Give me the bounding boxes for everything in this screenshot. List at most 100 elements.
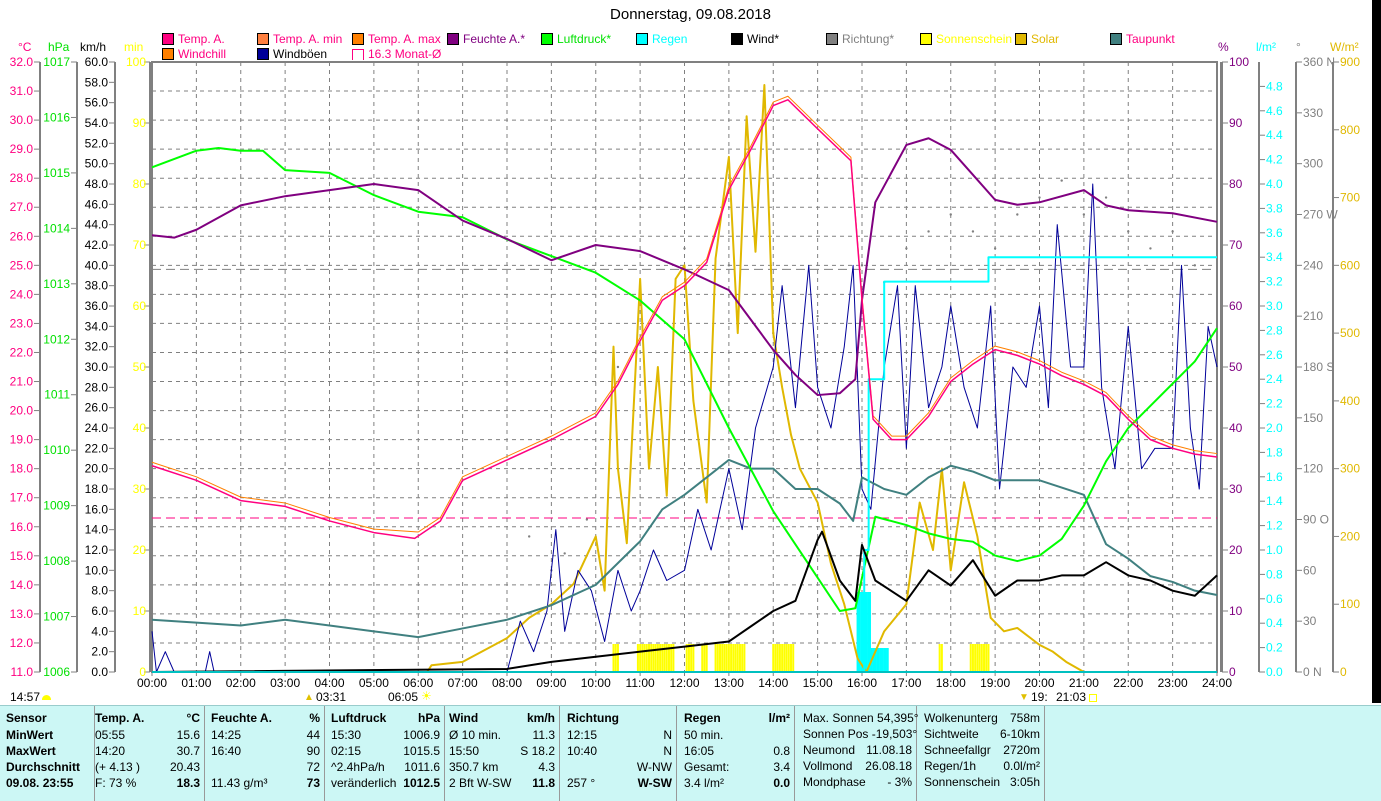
legend-label: Windchill (178, 47, 227, 61)
x-tick-label: 19:00 (980, 676, 1010, 690)
legend-swatch (541, 33, 553, 45)
axis-tick-label: 240 (1303, 258, 1323, 272)
cell-value: 3.4 (773, 760, 790, 774)
sunset-arrow-icon: ▼ (1019, 692, 1029, 703)
direction-point (993, 247, 997, 250)
legend-item: Temp. A. min (257, 32, 342, 46)
cell-value: 4.3 (538, 760, 555, 774)
direction-point (1038, 196, 1041, 199)
axis-tick-label: 100 (1229, 55, 1249, 69)
summary-column: Max. Sonnen 54,395° Sonnen Pos -19,503° Ne… (799, 706, 919, 801)
x-tick-label: 07:00 (448, 676, 478, 690)
cell-value: N (663, 728, 672, 742)
axis-tick-label: 30 (1303, 614, 1317, 628)
x-tick-label: 12:00 (669, 676, 699, 690)
cell-value: 72 (306, 760, 320, 774)
column-unit: % (309, 711, 320, 725)
chart-title: Donnerstag, 09.08.2018 (610, 6, 771, 23)
cell-label: 15:30 (331, 728, 362, 742)
axis-tick-label: 300 (1340, 462, 1360, 476)
x-tick-label: 17:00 (891, 676, 921, 690)
x-tick-label: 02:00 (226, 676, 256, 690)
axis-unit-hum: % (1218, 40, 1229, 54)
legend-item: Temp. A. (162, 32, 225, 46)
legend-label: Solar (1031, 32, 1060, 46)
axis-tick-label: 48.0 (85, 177, 109, 191)
axis-tick-label: 1015 (43, 166, 70, 180)
axis-tick-label: 50.0 (85, 157, 109, 171)
summary-panel: Sensor MinWert MaxWert Durchschnitt 09.08. 2… (0, 705, 1381, 801)
direction-point (527, 535, 531, 538)
cell-value: S 18.2 (520, 744, 555, 758)
cell-label: Max. Sonnen 54,395° (803, 711, 919, 725)
cell-value: 11.3 (532, 728, 555, 742)
axis-tick-label: 2.0 (91, 645, 108, 659)
x-tick-label: 16:00 (847, 676, 877, 690)
axis-tick-label: 1013 (43, 277, 70, 291)
cell-value: 30.7 (176, 744, 200, 758)
legend-item: 16.3 Monat-Ø (352, 47, 441, 61)
axis-tick-label: 700 (1340, 191, 1360, 205)
legend-label: Windböen (273, 47, 328, 61)
axis-tick-label: 12.0 (10, 636, 34, 650)
axis-tick-label: 1017 (43, 55, 70, 69)
axis-tick-label: 80 (1229, 177, 1243, 191)
axis-tick-label: 28.0 (85, 380, 109, 394)
cell-label: 2 Bft W-SW (449, 776, 512, 790)
legend-label: Temp. A. max (368, 32, 441, 46)
cell-value: N (663, 744, 672, 758)
axis-tick-label: 15.0 (10, 549, 34, 563)
cell-label: Sichtweite (924, 727, 979, 741)
cell-value: 1012.5 (403, 776, 440, 790)
legend-label: Regen (652, 32, 688, 46)
legend-swatch (920, 33, 932, 45)
column-header: Wind (449, 711, 479, 725)
cell-label: veränderlich (331, 776, 397, 790)
direction-point (1149, 247, 1152, 250)
axis-tick-label: 22.0 (10, 345, 34, 359)
axis-tick-label: 100 (126, 55, 146, 69)
axis-tick-label: 0 (1340, 665, 1347, 679)
cell-value: 11.08.18 (866, 743, 912, 757)
axis-tick-label: 14.0 (85, 523, 109, 537)
axis-tick-label: 32.0 (85, 340, 109, 354)
axis-tick-label: 2.2 (1266, 397, 1283, 411)
direction-point (563, 552, 566, 555)
legend-item: Temp. A. max (352, 32, 441, 46)
legend-swatch (257, 48, 269, 60)
direction-point (816, 314, 819, 318)
series-luftdruck- (151, 146, 1218, 612)
axis-tick-label: 1016 (43, 110, 70, 124)
axis-tick-label: 0.2 (1266, 641, 1283, 655)
axis-tick-label: 34.0 (85, 319, 109, 333)
axis-tick-label: 80 (133, 177, 147, 191)
axis-unit-temp: °C (18, 40, 32, 54)
summary-column: Temp. A. °C 05:55 15.6 14:20 30.7 (+ 4.13 ) 20.… (91, 706, 205, 801)
axis-tick-label: 50 (133, 360, 147, 374)
column-unit: °C (186, 711, 200, 725)
axis-tick-label: 24.0 (85, 421, 109, 435)
axis-tick-label: 38.0 (85, 279, 109, 293)
axis-tick-label: 1.0 (1266, 543, 1283, 557)
cell-label: Sonnen Pos -19,503° (803, 727, 918, 741)
legend-label: Temp. A. (178, 32, 225, 46)
axis-tick-label: 17.0 (10, 491, 34, 505)
series-temp-a-max (151, 95, 1218, 533)
column-unit: hPa (417, 711, 440, 725)
axis-tick-label: 8.0 (91, 584, 108, 598)
moon-icon (42, 695, 51, 700)
weather-chart: 11.0 12.0 13.0 14.0 15.0 16.0 17.0 18.0 19.0 20.0… (10, 55, 1361, 690)
direction-point (905, 247, 908, 250)
column-header: Temp. A. (95, 711, 145, 725)
series-wind- (151, 530, 1218, 673)
axis-tick-label: 30 (1229, 482, 1243, 496)
axis-tick-label: 23.0 (10, 316, 34, 330)
axis-tick-label: 1.6 (1266, 470, 1283, 484)
legend-item: Windchill (162, 47, 226, 61)
axis-tick-label: 20.0 (85, 462, 109, 476)
cell-value: 758m (1009, 711, 1040, 725)
axis-tick-label: 44.0 (85, 218, 109, 232)
axis-tick-label: 1.8 (1266, 445, 1283, 459)
cell-value: 3:05h (1009, 775, 1040, 789)
axis-unit-wind: km/h (80, 40, 107, 54)
